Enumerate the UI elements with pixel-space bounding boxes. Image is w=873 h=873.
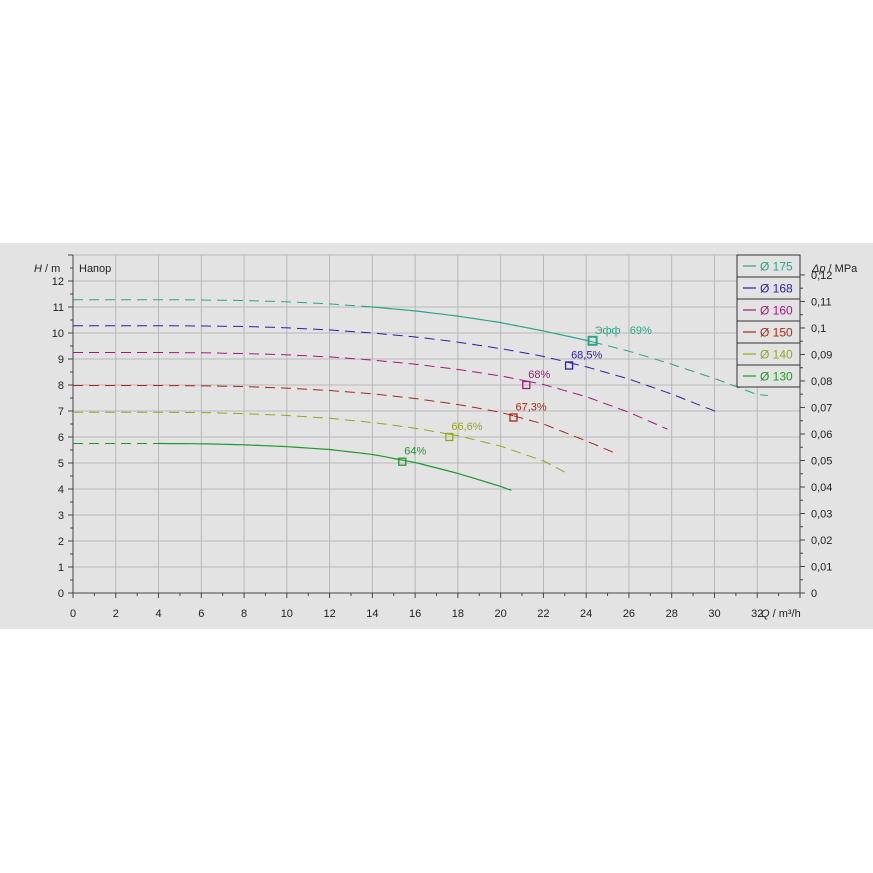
- x-axis-unit: / m³/h: [770, 608, 801, 620]
- y-tick-label: 9: [58, 354, 64, 366]
- pump-curve-chart: 0 2 4 6 8 10 12 14 16 18 20 22 24 26 28 30 3201234567891…: [34, 254, 858, 620]
- y2-axis-label: Δp / MPa: [811, 263, 858, 275]
- bep-label: 66,6%: [451, 421, 482, 433]
- y-tick-label: 7: [58, 406, 64, 418]
- legend-label: Ø 168: [760, 282, 793, 296]
- series-group: [73, 299, 768, 491]
- x-tick-label: 30: [708, 608, 720, 620]
- x-tick-label: 10: [281, 608, 293, 620]
- y2-tick-label: 0,04: [811, 482, 832, 494]
- bep-marker: [445, 432, 454, 442]
- x-tick-label: 20: [495, 608, 507, 620]
- x-tick-label: 8: [241, 608, 247, 620]
- plot-title: Напор: [79, 263, 111, 275]
- y2-tick-label: 0,11: [811, 296, 832, 308]
- y2-tick-label: 0,06: [811, 429, 832, 441]
- x-tick-label: 2: [113, 608, 119, 620]
- y-tick-label: 11: [53, 302, 64, 314]
- bep-label: Эфф 69%: [595, 325, 652, 337]
- x-tick-label: 14: [366, 608, 378, 620]
- series-line-dashed: [73, 299, 362, 307]
- x-tick-label: 26: [623, 608, 635, 620]
- x-tick-label: 4: [155, 608, 161, 620]
- y2-tick-label: 0,12: [811, 270, 832, 282]
- x-tick-label: 28: [666, 608, 678, 620]
- x-tick-label: 6: [198, 608, 204, 620]
- y-tick-label: 2: [58, 536, 64, 548]
- y-tick-label: 3: [58, 510, 64, 522]
- y2-tick-label: 0,03: [811, 508, 832, 520]
- bep-marker: [564, 361, 574, 370]
- grid: [72, 254, 800, 593]
- y-axis-label: H / m: [34, 263, 60, 275]
- legend-label: Ø 140: [760, 348, 793, 362]
- plot-area: [73, 255, 800, 593]
- legend-label: Ø 130: [760, 370, 793, 384]
- series-line-dashed: [513, 415, 615, 454]
- series-line-dashed: [73, 385, 514, 417]
- y-axis-unit: / m: [42, 263, 60, 275]
- x-tick-label: 18: [452, 608, 464, 620]
- y2-tick-label: 0,01: [811, 561, 832, 573]
- bep-marker: [522, 380, 531, 390]
- series-line-dashed: [592, 341, 768, 396]
- x-tick-label: 16: [409, 608, 421, 620]
- y-tick-label: 0: [58, 588, 64, 600]
- bep-label: 67,3%: [515, 402, 546, 414]
- series-line-dashed: [73, 352, 527, 382]
- bep-label: 68,5%: [571, 350, 602, 362]
- x-axis-var: Q: [761, 608, 770, 620]
- chart-panel: 0 2 4 6 8 10 12 14 16 18 20 22 24 26 28 30 32 0 1 2 3 4 5 6 7 8 9 1…: [0, 243, 873, 629]
- y2-axis-unit: / MPa: [826, 263, 859, 275]
- bep-marker: [398, 457, 407, 466]
- bep-label: 64%: [404, 446, 426, 458]
- series-line-dashed: [568, 362, 719, 413]
- legend-label: Ø 175: [760, 260, 793, 274]
- series-line-dashed: [73, 325, 570, 364]
- y2-tick-label: 0,1: [811, 323, 826, 335]
- y-tick-label: 4: [58, 484, 64, 496]
- legend: Ø 175 Ø 168 Ø 160 Ø 150 Ø 140 Ø 130: [736, 254, 801, 388]
- legend-label: Ø 160: [760, 304, 793, 318]
- series-line-dashed: [526, 380, 668, 430]
- y2-tick-label: 0,07: [811, 402, 832, 414]
- bep-label: 68%: [528, 369, 550, 381]
- x-axis-label: Q / m³/h: [761, 608, 801, 620]
- legend-label: Ø 150: [760, 326, 793, 340]
- bep-marker: [509, 413, 518, 422]
- series-line-solid: [158, 442, 512, 491]
- x-tick-label: 32: [751, 608, 763, 620]
- x-tick-label: 12: [323, 608, 335, 620]
- x-tick-label: 24: [580, 608, 592, 620]
- x-tick-label: 0: [70, 608, 76, 620]
- x-tick-label: 22: [537, 608, 549, 620]
- series-line-dashed: [449, 433, 566, 473]
- y2-tick-label: 0,09: [811, 349, 832, 361]
- y-tick-label: 8: [58, 380, 64, 392]
- y-tick-label: 5: [58, 458, 64, 470]
- y-tick-label: 12: [52, 276, 64, 288]
- bep-marker: [587, 335, 598, 346]
- y2-axis-var: Δp: [811, 263, 826, 275]
- y-tick-label: 1: [58, 562, 64, 574]
- y2-tick-label: 0,08: [811, 376, 832, 388]
- bep-group: Эфф 69% 68,5% 68% 67,3% 66,6% 64%: [398, 325, 652, 466]
- y-axis-var: H: [34, 263, 42, 275]
- y-tick-label: 10: [52, 328, 64, 340]
- y2-tick-label: 0,05: [811, 455, 832, 467]
- y-tick-label: 6: [58, 432, 64, 444]
- y2-tick-label: 0,02: [811, 535, 832, 547]
- y2-tick-label: 0: [811, 588, 817, 600]
- series-line-solid: [361, 305, 593, 343]
